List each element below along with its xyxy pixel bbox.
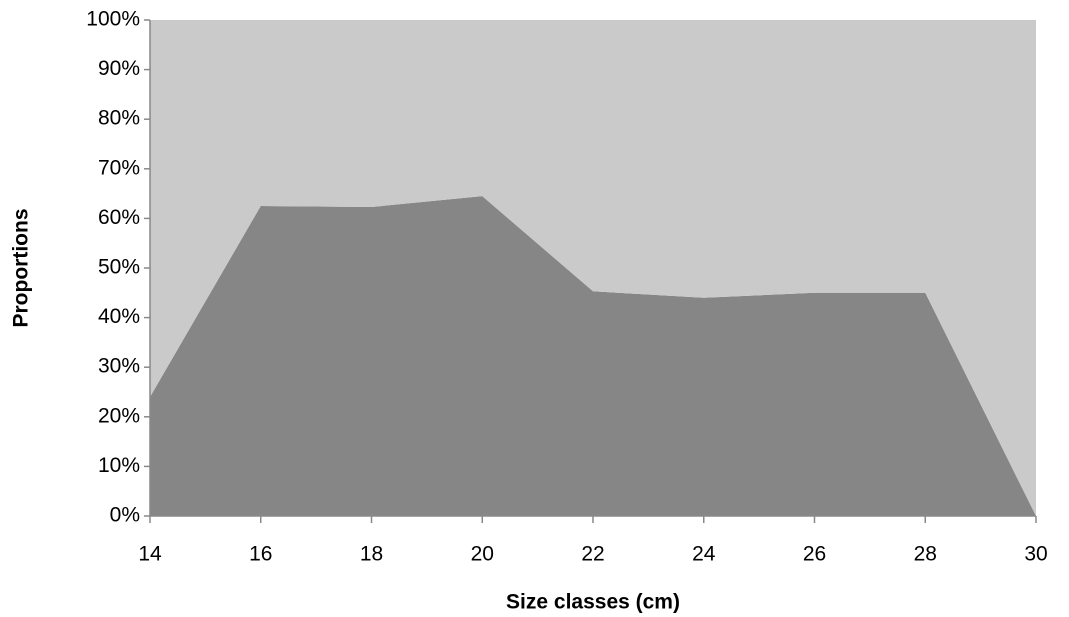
y-tick-label: 40% [98,305,140,328]
area [150,20,1036,516]
x-tick-label: 22 [581,543,604,566]
y-tick-label: 20% [98,404,140,427]
y-tick-label: 50% [98,256,140,279]
y-tick-label: 60% [98,206,140,229]
y-tick-label: 0% [110,504,140,527]
y-tick-label: 100% [86,8,140,31]
x-tick-label: 28 [914,543,937,566]
x-axis-title: Size classes (cm) [506,591,680,614]
x-tick-label: 26 [803,543,826,566]
x-tick-label: 24 [692,543,716,566]
y-tick-label: 70% [98,156,140,179]
area [150,196,1036,516]
y-tick-label: 10% [98,454,140,477]
y-axis-title: Proportions [10,209,33,328]
x-tick-label: 16 [249,543,272,566]
y-tick-label: 80% [98,107,140,130]
x-tick-label: 20 [471,543,494,566]
x-tick-label: 18 [360,543,383,566]
y-tick-label: 90% [98,57,140,80]
x-tick-label: 30 [1024,543,1047,566]
x-tick-label: 14 [138,543,162,566]
y-tick-label: 30% [98,355,140,378]
